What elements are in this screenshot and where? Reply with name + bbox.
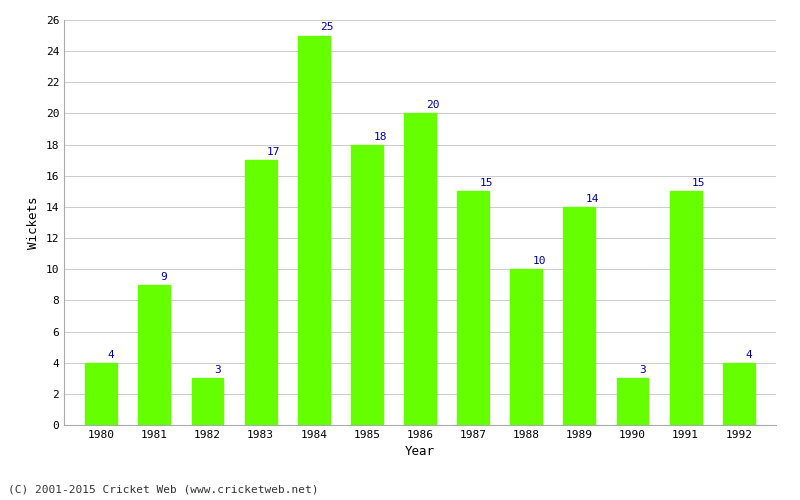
Bar [138,285,170,425]
Text: 18: 18 [374,132,386,141]
Bar [723,362,754,425]
Text: 14: 14 [586,194,599,204]
Bar [191,378,223,425]
Bar [404,114,436,425]
Text: 17: 17 [267,147,281,157]
Bar [298,36,330,425]
Bar [510,269,542,425]
Text: 15: 15 [692,178,706,188]
Bar [245,160,277,425]
Text: 25: 25 [320,22,334,32]
Y-axis label: Wickets: Wickets [27,196,40,248]
Bar [457,192,489,425]
X-axis label: Year: Year [405,446,435,458]
Text: 3: 3 [639,365,646,375]
Text: (C) 2001-2015 Cricket Web (www.cricketweb.net): (C) 2001-2015 Cricket Web (www.cricketwe… [8,485,318,495]
Bar [563,207,595,425]
Text: 15: 15 [479,178,493,188]
Bar [670,192,702,425]
Bar [617,378,649,425]
Text: 4: 4 [107,350,114,360]
Text: 3: 3 [214,365,221,375]
Bar [351,144,383,425]
Text: 4: 4 [745,350,752,360]
Text: 9: 9 [161,272,167,281]
Bar [86,362,117,425]
Text: 20: 20 [426,100,440,110]
Text: 10: 10 [533,256,546,266]
